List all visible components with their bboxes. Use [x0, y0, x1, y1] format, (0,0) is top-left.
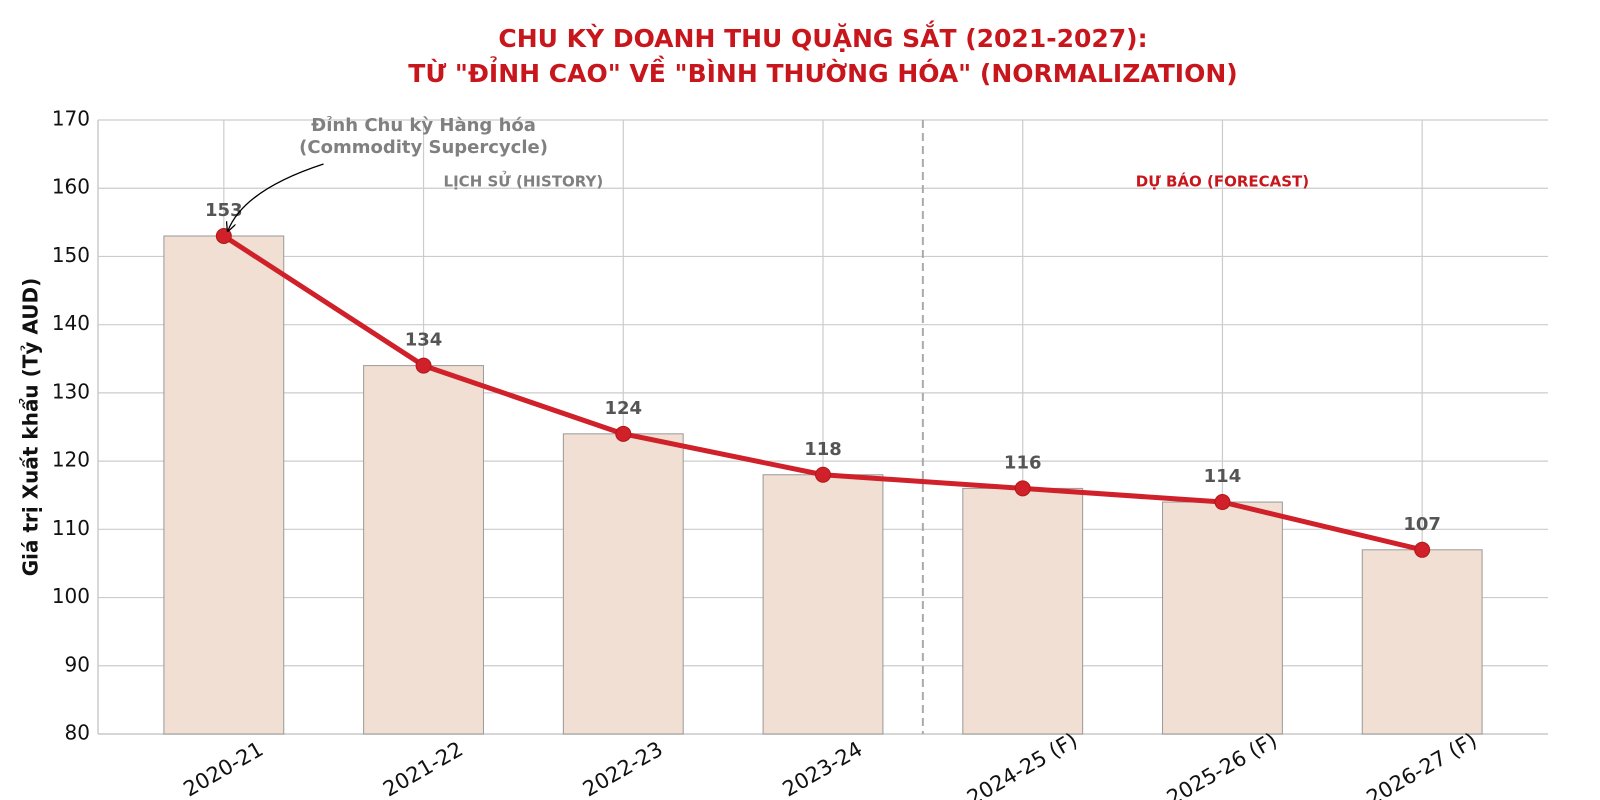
value-label: 134: [405, 330, 443, 351]
region-label: LỊCH SỬ (HISTORY): [444, 170, 604, 191]
y-tick-label: 130: [52, 379, 90, 403]
y-tick-label: 100: [52, 584, 90, 608]
point: [1014, 480, 1031, 497]
point: [1414, 541, 1431, 558]
value-label: 114: [1204, 466, 1242, 487]
x-tick-label: 2026-27 (F): [1362, 728, 1480, 800]
y-tick-label: 170: [52, 107, 90, 131]
y-tick-label: 160: [52, 175, 90, 199]
x-tick-label: 2020-21: [179, 737, 267, 800]
y-axis-label: Giá trị Xuất khẩu (Tỷ AUD): [19, 278, 43, 577]
bar: [762, 474, 884, 735]
value-label: 116: [1004, 452, 1042, 473]
chart-subtitle: TỪ "ĐỈNH CAO" VỀ "BÌNH THƯỜNG HÓA" (NORM…: [408, 55, 1237, 88]
value-label: 107: [1403, 514, 1441, 535]
chart-title: CHU KỲ DOANH THU QUẶNG SẮT (2021-2027):: [498, 20, 1147, 53]
annotation-arrow: [228, 163, 324, 231]
bar: [363, 365, 484, 735]
bar: [1162, 501, 1283, 735]
y-tick-label: 80: [65, 721, 90, 745]
point: [1214, 494, 1231, 511]
y-tick-label: 150: [52, 243, 90, 267]
y-tick-label: 90: [65, 652, 90, 676]
value-label: 153: [205, 200, 243, 221]
x-tick-label: 2021-22: [379, 737, 467, 800]
region-label: DỰ BÁO (FORECAST): [1136, 172, 1309, 191]
y-tick-label: 110: [52, 516, 90, 540]
bar: [962, 487, 1084, 735]
y-tick-label: 140: [52, 311, 90, 335]
bar: [1361, 549, 1483, 735]
point: [415, 357, 432, 374]
bar: [163, 235, 285, 735]
point: [815, 466, 831, 483]
bar: [562, 433, 684, 735]
x-tick-label: 2023-24: [779, 737, 867, 800]
value-label: 118: [804, 439, 842, 460]
annotation: Đỉnh Chu kỳ Hàng hóa: [311, 115, 536, 136]
y-tick-label: 120: [52, 448, 90, 472]
x-tick-label: 2025-26 (F): [1163, 728, 1281, 800]
value-label: 124: [604, 398, 642, 419]
x-tick-label: 2022-23: [579, 737, 667, 800]
x-tick-label: 2024-25 (F): [963, 728, 1081, 800]
point: [215, 227, 232, 244]
point: [615, 425, 632, 442]
annotation: (Commodity Supercycle): [299, 137, 548, 158]
